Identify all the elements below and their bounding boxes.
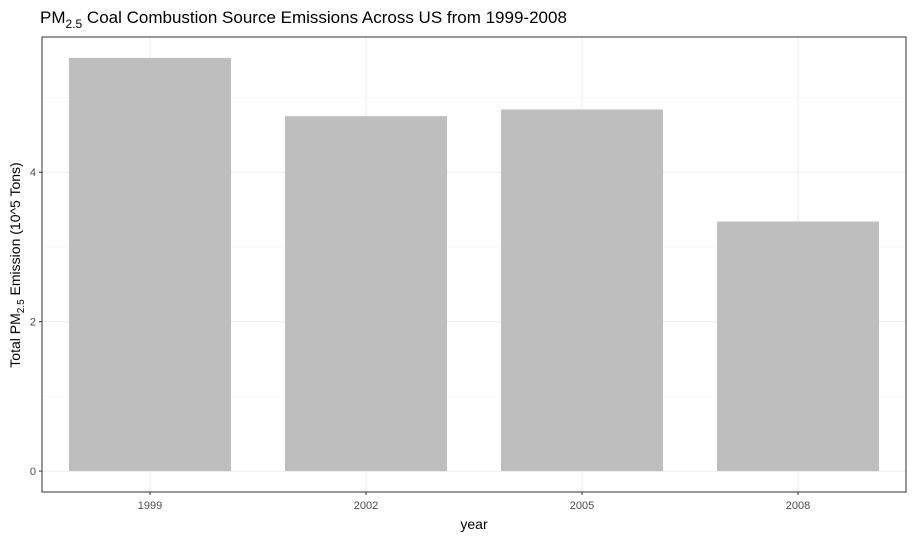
y-tick-label: 2 <box>30 317 36 329</box>
x-axis-ticks: 1999 2002 2005 2008 <box>138 492 810 512</box>
bars <box>69 57 879 472</box>
chart-title-suffix: Coal Combustion Source Emissions Across … <box>82 8 567 27</box>
chart-title: PM2.5 Coal Combustion Source Emissions A… <box>40 8 567 31</box>
y-tick-label: 4 <box>30 167 36 179</box>
x-axis-title: year <box>460 516 488 532</box>
y-axis-ticks: 0 2 4 <box>30 167 42 478</box>
bar-2002 <box>285 116 447 472</box>
panel-border <box>41 36 907 493</box>
chart-title-subscript: 2.5 <box>66 17 83 31</box>
chart-title-prefix: PM <box>40 8 66 27</box>
y-axis-title-subscript: 2.5 <box>16 299 27 313</box>
bar-2008 <box>717 221 879 472</box>
x-tick-label-2002: 2002 <box>354 500 378 512</box>
y-axis-title-suffix: Emission (10^5 Tons) <box>7 162 23 299</box>
x-tick-label-2005: 2005 <box>570 500 594 512</box>
y-axis-title: Total PM2.5 Emission (10^5 Tons) <box>7 162 27 367</box>
y-tick-label: 0 <box>30 466 36 478</box>
bar-1999 <box>69 57 231 472</box>
x-tick-label-1999: 1999 <box>138 500 162 512</box>
x-tick-label-2008: 2008 <box>786 500 810 512</box>
bar-2005 <box>501 109 663 472</box>
y-axis-title-prefix: Total PM <box>7 313 23 367</box>
